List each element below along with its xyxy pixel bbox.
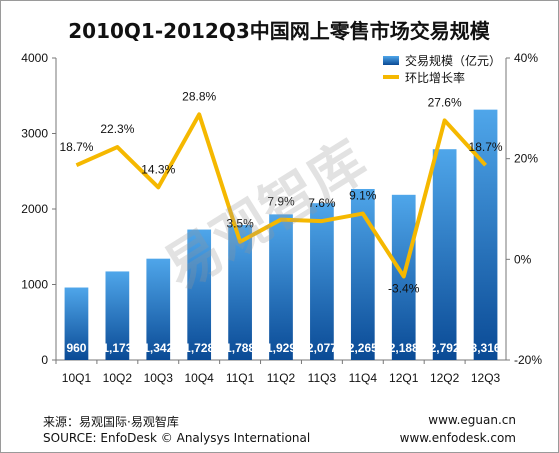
bar-value-label: 1,342 bbox=[143, 341, 173, 355]
y-right-tick-label: 0% bbox=[514, 252, 532, 266]
y-left-tick-label: 1000 bbox=[21, 278, 48, 292]
bar-value-label: 1,929 bbox=[266, 341, 296, 355]
growth-value-label: 14.3% bbox=[141, 162, 175, 176]
bar-value-label: 1,173 bbox=[102, 341, 132, 355]
source-cn: 来源：易观国际·易观智库 bbox=[43, 415, 179, 429]
bar-value-label: 960 bbox=[66, 341, 86, 355]
bar bbox=[146, 258, 171, 360]
bar bbox=[350, 188, 375, 360]
bar bbox=[432, 149, 457, 360]
bar bbox=[187, 229, 212, 360]
bar-value-label: 2,792 bbox=[430, 341, 460, 355]
bar-value-label: 2,188 bbox=[389, 341, 419, 355]
x-tick-label: 11Q4 bbox=[349, 371, 378, 385]
y-right-tick-label: 40% bbox=[514, 51, 538, 65]
y-left-tick-label: 2000 bbox=[21, 202, 48, 216]
legend: 交易规模（亿元） 环比增长率 bbox=[383, 53, 501, 85]
axes: 0 1000 2000 3000 4000 -20% 0% 20% 40% bbox=[21, 51, 542, 367]
x-tick-label: 11Q1 bbox=[226, 371, 255, 385]
growth-value-label: -3.4% bbox=[388, 281, 420, 295]
bar-value-label: 1,728 bbox=[184, 341, 214, 355]
bar bbox=[64, 287, 89, 360]
growth-value-label: 18.7% bbox=[59, 140, 93, 154]
url-enfodesk[interactable]: www.enfodesk.com bbox=[399, 431, 516, 445]
bar-series bbox=[64, 109, 498, 360]
growth-value-label: 3.5% bbox=[226, 217, 254, 231]
bar bbox=[228, 225, 252, 360]
x-tick-label: 12Q1 bbox=[389, 371, 419, 385]
y-right-tick-label: 20% bbox=[514, 152, 538, 166]
y-left-tick-label: 4000 bbox=[21, 51, 48, 65]
legend-label-line: 环比增长率 bbox=[405, 70, 465, 85]
growth-value-label: 22.3% bbox=[100, 122, 134, 136]
source-en: SOURCE: EnfoDesk © Analysys Internationa… bbox=[43, 431, 311, 445]
growth-line-series bbox=[75, 112, 488, 279]
x-tick-labels: 10Q1 10Q2 10Q3 10Q4 11Q1 11Q2 11Q3 11Q4 12Q1 12Q2… bbox=[55, 360, 501, 385]
url-eguan[interactable]: www.eguan.cn bbox=[428, 413, 516, 427]
y-right-tick-label: -20% bbox=[514, 353, 542, 367]
bar-value-label: 3,316 bbox=[471, 341, 501, 355]
bar bbox=[269, 214, 293, 360]
growth-value-label: 27.6% bbox=[428, 95, 462, 109]
growth-value-labels: 18.7% 22.3% 14.3% 28.8% 3.5% 7.9% 7.6% 9.1% -3.4… bbox=[59, 89, 502, 295]
growth-value-label: 28.8% bbox=[182, 89, 216, 103]
bar bbox=[310, 203, 334, 360]
growth-line bbox=[75, 112, 488, 279]
bar bbox=[105, 271, 130, 360]
x-tick-label: 11Q3 bbox=[308, 371, 337, 385]
x-tick-label: 12Q3 bbox=[471, 371, 501, 385]
legend-swatch-bar bbox=[383, 56, 399, 65]
x-tick-label: 10Q4 bbox=[185, 371, 215, 385]
y-left-tick-label: 0 bbox=[41, 353, 48, 367]
growth-value-label: 7.6% bbox=[308, 196, 336, 210]
growth-value-label: 7.9% bbox=[267, 195, 295, 209]
y-left-tick-label: 3000 bbox=[21, 127, 48, 141]
x-tick-label: 12Q2 bbox=[430, 371, 460, 385]
bar-value-labels: 960 1,173 1,342 1,728 1,788 1,929 2,077 2,265 2,… bbox=[66, 341, 500, 355]
bar bbox=[473, 109, 498, 360]
x-tick-label: 10Q3 bbox=[144, 371, 174, 385]
growth-value-label: 9.1% bbox=[349, 189, 377, 203]
bar-value-label: 2,077 bbox=[307, 341, 337, 355]
chart-title: 2010Q1-2012Q3中国网上零售市场交易规模 bbox=[68, 19, 490, 43]
legend-label-bar: 交易规模（亿元） bbox=[405, 53, 501, 68]
bar-value-label: 1,788 bbox=[225, 341, 255, 355]
bar-value-label: 2,265 bbox=[348, 341, 378, 355]
growth-value-label: 18.7% bbox=[469, 140, 503, 154]
x-tick-label: 11Q2 bbox=[267, 371, 296, 385]
x-tick-label: 10Q2 bbox=[103, 371, 133, 385]
x-tick-label: 10Q1 bbox=[62, 371, 92, 385]
